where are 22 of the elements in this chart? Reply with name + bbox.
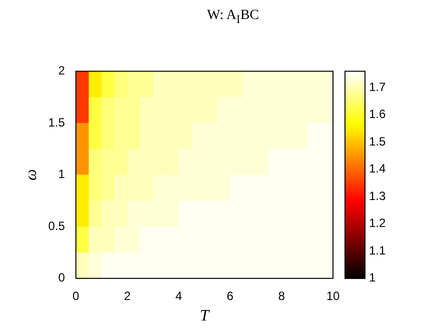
y-tick-label: 0.5 xyxy=(48,218,66,233)
x-tick-label: 6 xyxy=(226,288,234,303)
color-bar-label: 1 xyxy=(369,270,376,285)
color-bar-label: 1.3 xyxy=(369,188,386,203)
x-tick-label: 2 xyxy=(124,288,131,303)
x-tick-label: 8 xyxy=(278,288,286,303)
color-bar-label: 1.7 xyxy=(369,80,386,94)
x-tick-label: 10 xyxy=(326,288,340,303)
chart-title: W: A$_{I}$BC xyxy=(206,8,260,28)
x-axis-title: T xyxy=(200,308,210,325)
color-bar-label: 1.6 xyxy=(369,107,386,122)
color-bar-label: 1.4 xyxy=(369,162,386,176)
y-tick-label: 1.5 xyxy=(48,115,66,130)
y-tick-label: 0 xyxy=(58,270,66,285)
x-tick-label: 0 xyxy=(72,288,80,303)
x-tick-label: 4 xyxy=(175,288,182,303)
y-axis-title: ω xyxy=(22,169,40,180)
color-bar-label: 1.1 xyxy=(369,243,386,258)
y-tick-label: 1 xyxy=(58,167,66,182)
y-tick-label: 2 xyxy=(58,64,66,78)
color-bar-label: 1.2 xyxy=(369,216,386,230)
color-bar-label: 1.5 xyxy=(369,134,386,148)
